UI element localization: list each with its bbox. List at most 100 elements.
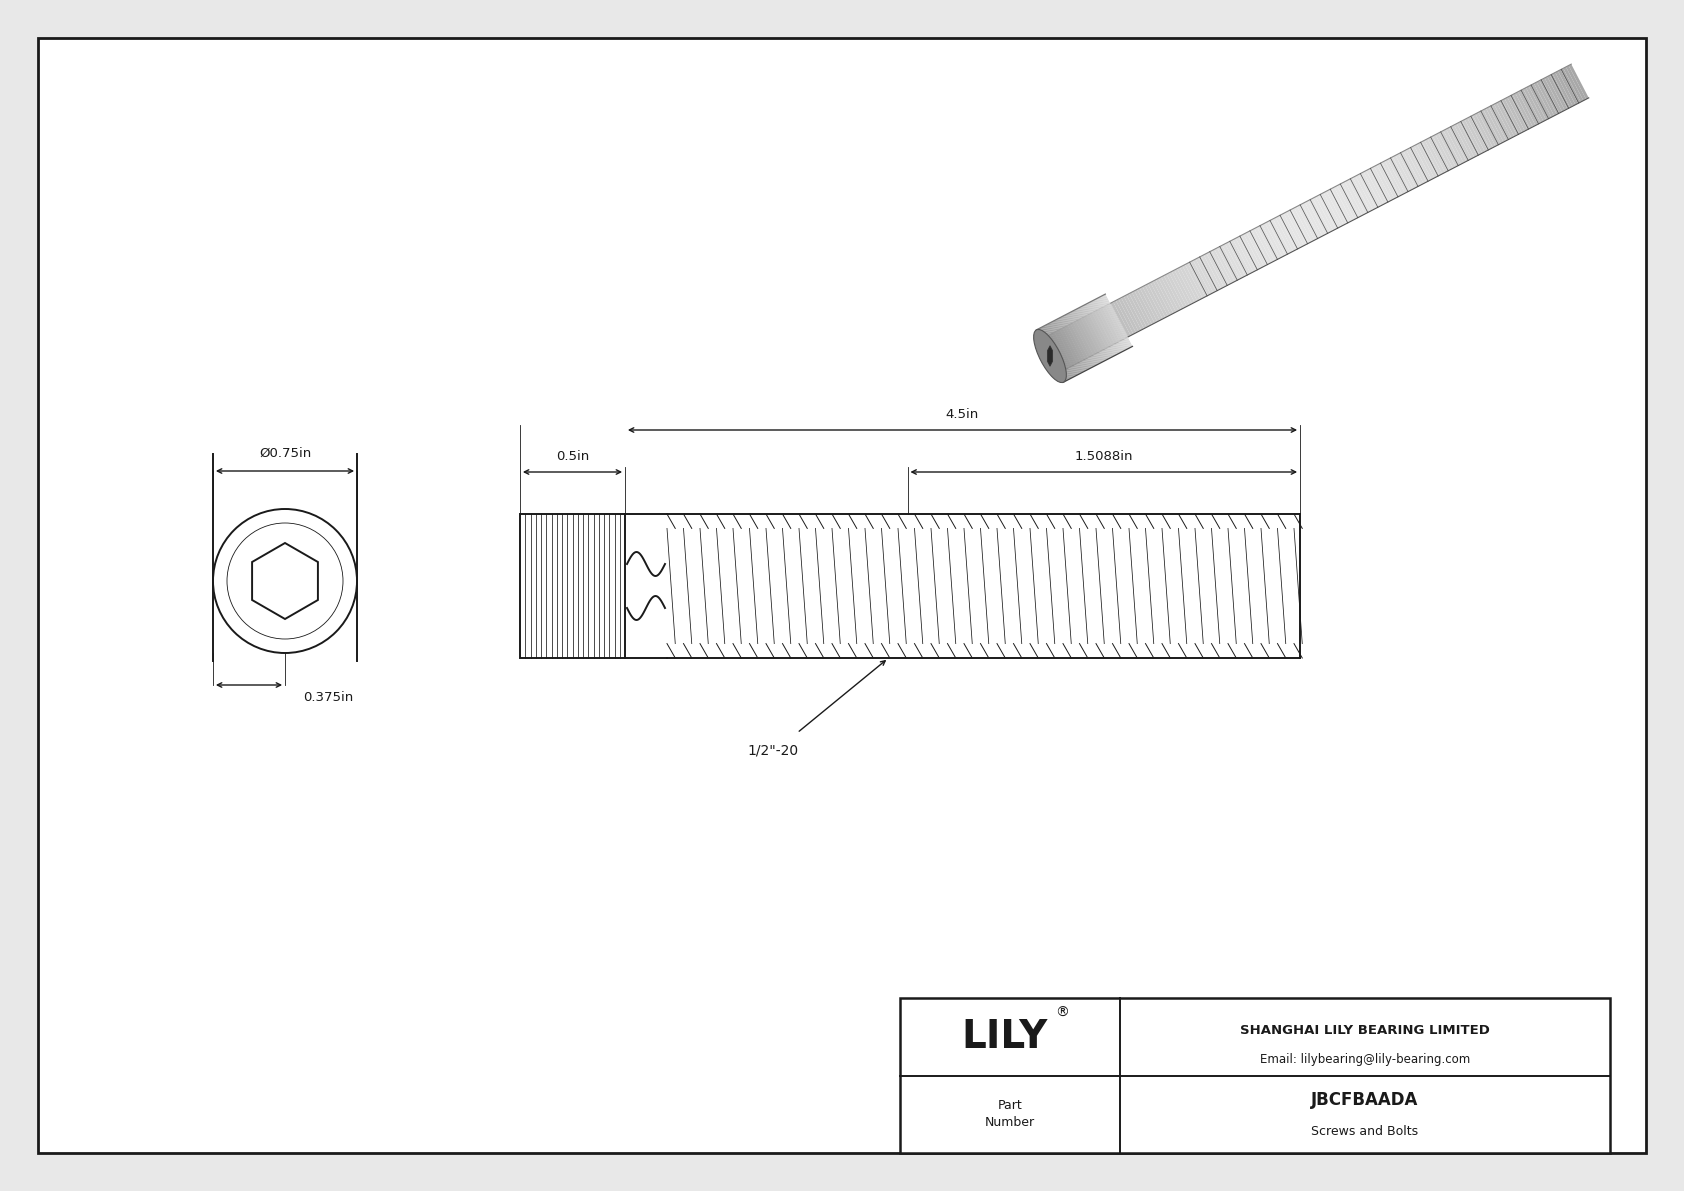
Polygon shape [1059, 328, 1079, 363]
Polygon shape [1096, 299, 1123, 351]
Polygon shape [1130, 292, 1148, 328]
Polygon shape [1096, 298, 1125, 351]
Text: 0.5in: 0.5in [556, 450, 589, 463]
Polygon shape [1090, 313, 1110, 348]
Polygon shape [1047, 324, 1074, 376]
Polygon shape [1529, 85, 1549, 120]
Polygon shape [1046, 324, 1074, 378]
Polygon shape [1093, 300, 1122, 353]
Polygon shape [1103, 294, 1132, 348]
Polygon shape [1054, 320, 1081, 373]
Polygon shape [1410, 146, 1430, 182]
Polygon shape [1042, 326, 1069, 380]
Polygon shape [1113, 300, 1133, 336]
Polygon shape [1074, 310, 1103, 362]
Polygon shape [1063, 316, 1090, 369]
Polygon shape [1465, 118, 1485, 154]
Polygon shape [1250, 230, 1270, 266]
Polygon shape [1054, 331, 1074, 366]
Bar [520, 515, 625, 657]
Polygon shape [1474, 114, 1494, 149]
Polygon shape [1101, 295, 1128, 349]
Polygon shape [1052, 332, 1073, 367]
Polygon shape [1531, 83, 1551, 119]
Polygon shape [1339, 183, 1359, 218]
Polygon shape [1568, 64, 1588, 99]
Polygon shape [1164, 274, 1184, 310]
Polygon shape [1192, 258, 1212, 294]
Polygon shape [1199, 256, 1219, 292]
Polygon shape [1044, 325, 1073, 378]
Polygon shape [1177, 267, 1197, 303]
Polygon shape [1448, 126, 1468, 162]
Polygon shape [1396, 154, 1416, 189]
Polygon shape [1415, 144, 1435, 180]
Polygon shape [1388, 158, 1408, 193]
Polygon shape [1428, 137, 1448, 173]
Polygon shape [1556, 71, 1576, 106]
Polygon shape [1206, 252, 1226, 287]
Polygon shape [1492, 104, 1512, 139]
Polygon shape [1475, 112, 1495, 148]
Polygon shape [1421, 141, 1442, 175]
Polygon shape [1544, 76, 1564, 112]
Polygon shape [1064, 316, 1091, 368]
Polygon shape [1103, 306, 1123, 341]
Polygon shape [1558, 69, 1578, 105]
Polygon shape [1084, 305, 1111, 357]
Text: Screws and Bolts: Screws and Bolts [1312, 1124, 1418, 1137]
Polygon shape [1332, 187, 1352, 223]
Polygon shape [1061, 317, 1090, 369]
Polygon shape [1186, 263, 1206, 298]
Polygon shape [1052, 320, 1081, 374]
Text: SHANGHAI LILY BEARING LIMITED: SHANGHAI LILY BEARING LIMITED [1239, 1024, 1490, 1037]
Polygon shape [1086, 304, 1113, 356]
Polygon shape [1292, 208, 1312, 243]
Polygon shape [1068, 313, 1096, 366]
Polygon shape [1406, 149, 1426, 183]
Polygon shape [1516, 92, 1536, 127]
Polygon shape [1148, 282, 1169, 318]
Polygon shape [1084, 305, 1113, 357]
Polygon shape [1543, 77, 1563, 113]
Polygon shape [1479, 111, 1499, 146]
Polygon shape [1505, 98, 1524, 132]
Polygon shape [1079, 307, 1108, 360]
Circle shape [227, 523, 344, 640]
Polygon shape [1093, 300, 1120, 353]
Polygon shape [1204, 254, 1224, 288]
Polygon shape [1088, 303, 1115, 356]
Polygon shape [1231, 239, 1251, 275]
Polygon shape [1049, 323, 1078, 375]
Polygon shape [1074, 310, 1103, 362]
Polygon shape [1233, 238, 1253, 274]
Polygon shape [1480, 110, 1500, 145]
Polygon shape [1081, 317, 1101, 353]
Polygon shape [1066, 325, 1086, 361]
Polygon shape [1174, 269, 1194, 304]
Polygon shape [1086, 314, 1106, 349]
Polygon shape [1100, 307, 1120, 343]
Polygon shape [1214, 248, 1234, 283]
Polygon shape [1548, 75, 1568, 111]
Polygon shape [1539, 80, 1559, 114]
Polygon shape [1374, 166, 1394, 200]
Polygon shape [1091, 312, 1111, 347]
Polygon shape [1218, 247, 1238, 281]
Polygon shape [1246, 231, 1266, 267]
Polygon shape [1300, 204, 1320, 239]
Bar [899, 998, 1610, 1153]
Polygon shape [1489, 106, 1509, 141]
Polygon shape [1150, 281, 1170, 316]
Polygon shape [1047, 324, 1076, 376]
Polygon shape [1078, 318, 1098, 354]
Polygon shape [1132, 291, 1152, 326]
Polygon shape [1172, 270, 1192, 305]
Polygon shape [1098, 298, 1125, 350]
Polygon shape [1056, 319, 1083, 373]
Polygon shape [1295, 206, 1315, 242]
Polygon shape [1384, 160, 1404, 194]
Circle shape [212, 509, 357, 653]
Polygon shape [1091, 301, 1120, 354]
Polygon shape [1095, 310, 1115, 345]
